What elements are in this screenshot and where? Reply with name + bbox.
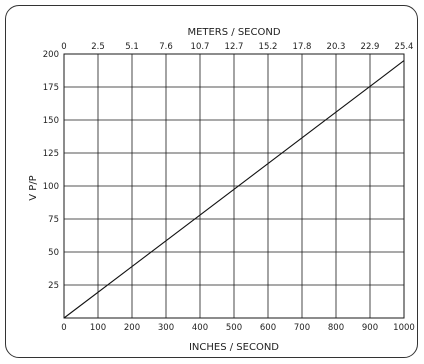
x-tick-label: 300 [158, 323, 174, 333]
y-tick-label: 50 [48, 248, 59, 258]
x2-tick-label: 7.6 [159, 42, 173, 52]
x-tick-label: 900 [362, 323, 378, 333]
chart-frame [5, 5, 418, 358]
x2-tick-label: 2.5 [91, 42, 105, 52]
x2-tick-label: 25.4 [395, 42, 414, 52]
x-tick-label: 600 [260, 323, 276, 333]
x-tick-label: 200 [124, 323, 140, 333]
y-tick-label: 150 [43, 116, 59, 126]
x2-tick-label: 20.3 [327, 42, 346, 52]
x-tick-label: 400 [192, 323, 208, 333]
x2-tick-label: 22.9 [361, 42, 380, 52]
x2-tick-label: 10.7 [191, 42, 210, 52]
y-tick-label: 100 [43, 182, 59, 192]
y-axis-title: V P/P [28, 175, 39, 200]
x2-tick-labels: 0 2.5 5.1 7.6 10.7 12.7 15.2 17.8 20.3 22.9 25.4 [61, 42, 413, 52]
x-tick-labels: 0 100 200 300 400 500 600 700 800 900 1000 [61, 323, 415, 333]
plot-area [63, 53, 405, 319]
y-tick-label: 25 [48, 281, 59, 291]
grid [63, 53, 405, 318]
y-tick-label: 200 [43, 50, 59, 60]
y-tick-label: 75 [48, 215, 59, 225]
x2-tick-label: 12.7 [225, 42, 244, 52]
series-line [63, 60, 405, 319]
x2-tick-label: 5.1 [125, 42, 139, 52]
y-tick-labels: 200 175 150 125 100 75 50 25 [43, 50, 59, 291]
x-tick-label: 0 [61, 323, 66, 333]
x2-tick-label: 17.8 [293, 42, 312, 52]
x-tick-label: 700 [294, 323, 310, 333]
x2-tick-label: 0 [61, 42, 66, 52]
y-tick-label: 125 [43, 149, 59, 159]
x-tick-label: 800 [328, 323, 344, 333]
y-tick-label: 175 [43, 83, 59, 93]
x-tick-label: 100 [90, 323, 106, 333]
x-axis-title: INCHES / SECOND [189, 342, 279, 353]
top-axis-title: METERS / SECOND [187, 27, 280, 38]
series-group [63, 60, 405, 319]
x2-tick-label: 15.2 [259, 42, 278, 52]
x-tick-label: 1000 [393, 323, 415, 333]
x-tick-label: 500 [226, 323, 242, 333]
